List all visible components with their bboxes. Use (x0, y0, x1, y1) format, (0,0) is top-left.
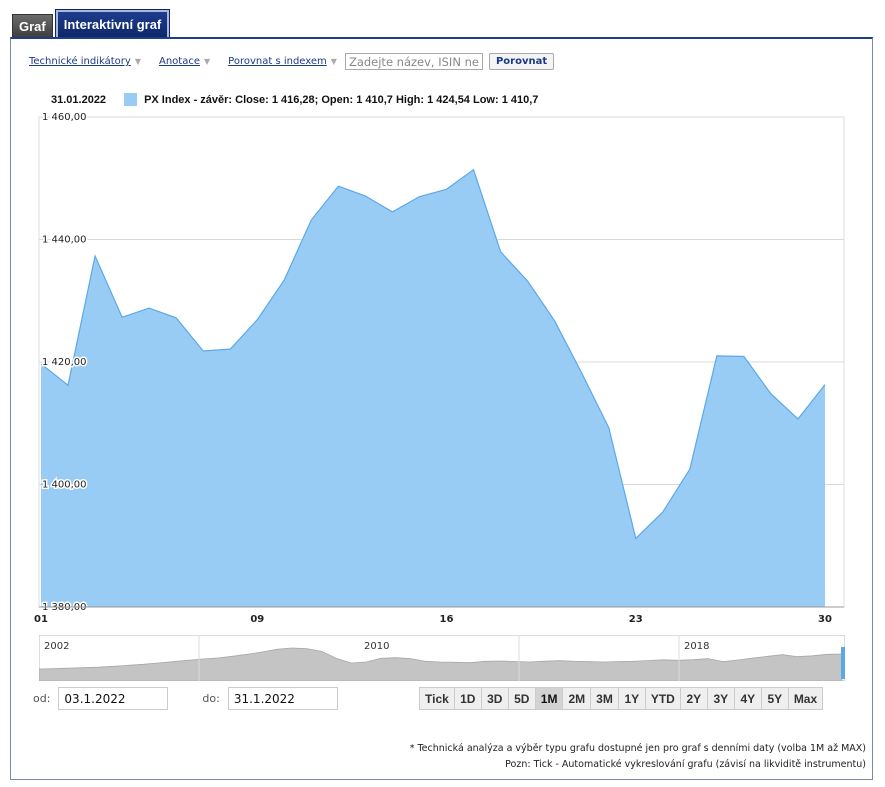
footnotes: * Technická analýza a výběr typu grafu d… (410, 741, 866, 773)
range-button-tick[interactable]: Tick (419, 687, 455, 710)
x-tick-label: 01 (34, 614, 48, 625)
range-button-1y[interactable]: 1Y (617, 687, 646, 710)
to-label: do: (202, 692, 220, 705)
navigator-year-label: 2018 (684, 641, 709, 652)
y-tick-label: 1 420,00 (42, 357, 87, 368)
compare-button[interactable]: Porovnat (488, 53, 555, 70)
range-button-3m[interactable]: 3M (590, 687, 619, 710)
y-tick-label: 1 400,00 (42, 480, 87, 491)
compare-index-menu[interactable]: Porovnat s indexem (228, 56, 327, 67)
series-line (40, 168, 826, 540)
navigator-year-label: 2002 (44, 641, 69, 652)
legend-text: PX Index - závěr: Close: 1 416,28; Open:… (144, 93, 539, 106)
navigator-area (39, 647, 843, 681)
x-tick-label: 30 (818, 614, 832, 625)
chevron-down-icon[interactable]: ▼ (330, 57, 337, 66)
x-tick-label: 09 (250, 614, 264, 625)
date-range: od: do: (33, 687, 372, 710)
range-button-2m[interactable]: 2M (562, 687, 592, 710)
chart-panel: Technické indikátory ▼ Anotace ▼ Porovna… (10, 37, 873, 780)
navigator-year-label: 2010 (364, 641, 389, 652)
range-button-1d[interactable]: 1D (453, 687, 482, 710)
navigator-handle (841, 647, 845, 679)
x-tick-label: 23 (629, 614, 643, 625)
technical-indicators-menu[interactable]: Technické indikátory (29, 56, 131, 67)
legend-swatch (124, 93, 138, 106)
tab-bar: Graf Interaktivní graf (12, 9, 172, 39)
from-label: od: (33, 692, 51, 705)
range-button-2y[interactable]: 2Y (679, 687, 708, 710)
area-fill (41, 169, 825, 608)
price-chart[interactable]: 1 380,001 400,001 420,001 440,001 460,00… (11, 109, 874, 639)
chart-toolbar: Technické indikátory ▼ Anotace ▼ Porovna… (29, 53, 555, 70)
navigator-chart[interactable]: 2002 2010 2018 (39, 635, 845, 681)
chevron-down-icon[interactable]: ▼ (134, 57, 141, 66)
compare-search-input[interactable] (344, 53, 483, 70)
range-button-5d[interactable]: 5D (507, 687, 536, 710)
range-button-4y[interactable]: 4Y (733, 687, 762, 710)
footnote-2: Pozn: Tick - Automatické vykreslování gr… (505, 759, 866, 770)
footnote-1: * Technická analýza a výběr typu grafu d… (409, 743, 866, 754)
range-button-ytd[interactable]: YTD (644, 687, 681, 710)
tab-interaktivni-graf[interactable]: Interaktivní graf (54, 9, 171, 39)
annotations-menu[interactable]: Anotace (159, 56, 200, 67)
chart-legend: 31.01.2022 PX Index - závěr: Close: 1 41… (51, 93, 538, 106)
range-button-1m[interactable]: 1M (534, 687, 564, 710)
chevron-down-icon[interactable]: ▼ (204, 57, 211, 66)
range-button-max[interactable]: Max (787, 687, 824, 710)
to-date-input[interactable] (227, 687, 338, 710)
range-selector: Tick 1D 3D 5D 1M 2M 3M 1Y YTD 2Y 3Y 4Y 5Y Max (419, 687, 824, 710)
range-button-5y[interactable]: 5Y (760, 687, 789, 710)
from-date-input[interactable] (58, 687, 169, 710)
legend-date: 31.01.2022 (51, 93, 107, 106)
x-tick-label: 16 (440, 614, 454, 625)
y-tick-label: 1 460,00 (42, 112, 87, 123)
y-tick-label: 1 440,00 (42, 235, 87, 246)
tab-graf[interactable]: Graf (12, 14, 53, 38)
range-button-3y[interactable]: 3Y (706, 687, 735, 710)
range-button-3d[interactable]: 3D (480, 687, 509, 710)
